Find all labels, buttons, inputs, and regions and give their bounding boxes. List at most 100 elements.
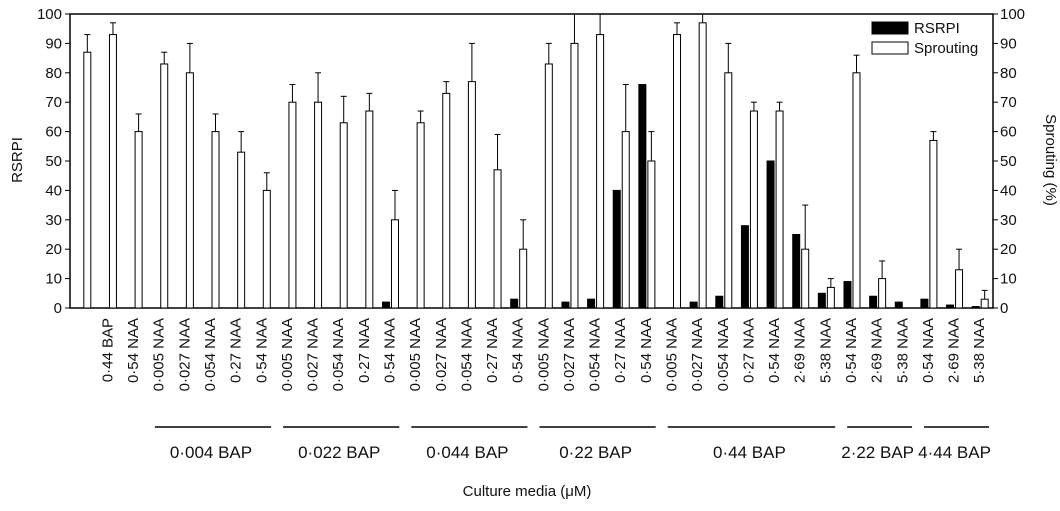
x-tick-label: 0·027 NAA [561,318,578,391]
x-tick-label: 0·005 NAA [664,318,681,391]
bar [929,139,938,309]
x-tick-label: 0·27 NAA [612,318,629,383]
bar [971,306,980,309]
bar [467,81,476,309]
y2-tick-label: 100 [1000,6,1025,23]
bar [510,298,519,309]
legend-label: RSRPI [914,20,960,37]
bar [570,42,579,309]
bar [980,298,989,309]
x-tick-label: 0·54 NAA [510,318,527,383]
x-tick-label: 0·027 NAA [176,318,193,391]
bar [715,295,724,309]
x-tick-label: 0·054 NAA [458,318,475,391]
x-tick-label: 0·54 NAA [638,318,655,383]
bar [390,219,399,309]
x-tick-label: 0·054 NAA [587,318,604,391]
bar [442,92,451,309]
legend-swatch [871,21,909,35]
y2-tick-label: 20 [1000,241,1017,258]
x-axis-title: Culture media (μM) [463,483,592,500]
bar [185,72,194,309]
x-tick-label: 0·27 NAA [228,318,245,383]
y2-tick-label: 90 [1000,35,1017,52]
bar [955,269,964,309]
group-label: 2·22 BAP [841,443,914,462]
x-tick-label: 0·027 NAA [305,318,322,391]
x-tick-label: 2·69 NAA [869,318,886,383]
bar [493,169,502,309]
y2-tick-label: 60 [1000,124,1017,141]
y2-tick-label: 30 [1000,212,1017,229]
bar [689,301,698,309]
bar [339,122,348,309]
bar [621,131,630,309]
x-tick-label: 0·005 NAA [535,318,552,391]
y2-tick-label: 80 [1000,65,1017,82]
y-tick-label: 50 [45,153,62,170]
bar [792,234,801,309]
bar [724,72,733,309]
y-tick-label: 10 [45,271,62,288]
bar [647,160,656,309]
bar [673,34,682,309]
y-tick-label: 100 [37,6,62,23]
bar [878,278,887,309]
y-tick-label: 60 [45,124,62,141]
bar [612,189,621,309]
bar [775,110,784,309]
x-tick-label: 0·054 NAA [202,318,219,391]
group-label: 0·004 BAP [170,443,252,462]
bar [946,304,955,309]
y-tick-label: 20 [45,241,62,258]
y2-tick-label: 0 [1000,300,1008,317]
bar [108,34,117,309]
bar [211,131,220,309]
x-tick-label: 0·005 NAA [279,318,296,391]
bar [416,122,425,309]
legend-swatch [871,41,909,55]
bar [869,295,878,309]
y-tick-label: 40 [45,182,62,199]
y-tick-label: 30 [45,212,62,229]
x-tick-label: 0·27 NAA [484,318,501,383]
bar [561,301,570,309]
bar [698,22,707,309]
legend-label: Sprouting [914,40,978,57]
x-tick-label: 0·54 NAA [253,318,270,383]
group-label: 0·022 BAP [298,443,380,462]
group-label: 0·044 BAP [426,443,508,462]
x-tick-label: 0·054 NAA [715,318,732,391]
x-tick-label: 2·69 NAA [792,318,809,383]
bar [920,298,929,309]
bar [381,301,390,309]
group-label: 4·44 BAP [918,443,991,462]
bar [817,292,826,309]
x-tick-label: 0·027 NAA [433,318,450,391]
y2-tick-label: 70 [1000,94,1017,111]
y-tick-label: 90 [45,35,62,52]
x-tick-label: 0·27 NAA [356,318,373,383]
bar [288,101,297,309]
group-label: 0·44 BAP [713,443,786,462]
bar [749,110,758,309]
x-tick-label: 0·027 NAA [689,318,706,391]
x-tick-label: 5·38 NAA [971,318,988,383]
y-axis-title: RSRPI [9,137,26,183]
bar [134,131,143,309]
x-tick-label: 0·54 NAA [920,318,937,383]
bar [519,248,528,309]
bar [544,63,553,309]
y2-tick-label: 50 [1000,153,1017,170]
y2-tick-label: 40 [1000,182,1017,199]
bar [314,101,323,309]
y-tick-label: 70 [45,94,62,111]
bar [83,51,92,309]
bar [843,281,852,309]
x-tick-label: 5·38 NAA [894,318,911,383]
x-tick-label: 0·054 NAA [330,318,347,391]
bar [365,110,374,309]
group-label: 0·22 BAP [559,443,632,462]
x-tick-label: 0·44 BAP [99,318,116,382]
